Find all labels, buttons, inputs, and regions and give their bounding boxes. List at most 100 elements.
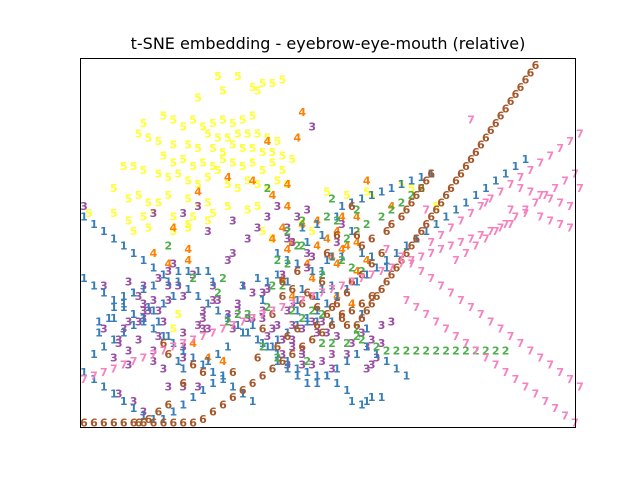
point-digit-5: 5 bbox=[145, 222, 153, 235]
point-digit-1: 1 bbox=[120, 326, 128, 339]
point-digit-2: 2 bbox=[284, 258, 292, 271]
point-digit-6: 6 bbox=[318, 326, 326, 339]
point-digit-6: 6 bbox=[199, 366, 207, 379]
point-digit-6: 6 bbox=[422, 175, 430, 188]
point-digit-6: 6 bbox=[353, 319, 361, 332]
point-digit-1: 1 bbox=[100, 225, 108, 238]
point-digit-3: 3 bbox=[368, 334, 376, 347]
point-digit-6: 6 bbox=[249, 377, 257, 390]
point-digit-6: 6 bbox=[462, 160, 470, 173]
point-digit-5: 5 bbox=[274, 175, 282, 188]
point-digit-7: 7 bbox=[517, 171, 525, 184]
point-digit-2: 2 bbox=[274, 254, 282, 267]
point-digit-1: 1 bbox=[204, 265, 212, 278]
point-digit-2: 2 bbox=[219, 272, 227, 285]
point-digit-1: 1 bbox=[274, 355, 282, 368]
point-digit-2: 2 bbox=[393, 344, 401, 357]
point-digit-5: 5 bbox=[269, 157, 277, 170]
point-digit-1: 1 bbox=[130, 308, 138, 321]
point-digit-7: 7 bbox=[427, 247, 435, 260]
point-digit-5: 5 bbox=[209, 142, 217, 155]
point-digit-6: 6 bbox=[219, 398, 227, 411]
point-digit-5: 5 bbox=[249, 157, 257, 170]
point-digit-5: 5 bbox=[398, 178, 406, 191]
point-digit-1: 1 bbox=[80, 211, 88, 224]
point-digit-3: 3 bbox=[224, 308, 232, 321]
point-digit-3: 3 bbox=[169, 258, 177, 271]
point-digit-6: 6 bbox=[343, 287, 351, 300]
point-digit-4: 4 bbox=[269, 232, 277, 245]
point-digit-3: 3 bbox=[135, 315, 143, 328]
point-digit-4: 4 bbox=[353, 211, 361, 224]
point-digit-3: 3 bbox=[323, 326, 331, 339]
point-digit-1: 1 bbox=[120, 297, 128, 310]
point-digit-1: 1 bbox=[323, 370, 331, 383]
point-digit-4: 4 bbox=[184, 243, 192, 256]
point-digit-1: 1 bbox=[422, 225, 430, 238]
point-digit-7: 7 bbox=[462, 337, 470, 350]
point-digit-6: 6 bbox=[358, 297, 366, 310]
point-digit-6: 6 bbox=[259, 370, 267, 383]
point-digit-3: 3 bbox=[135, 334, 143, 347]
point-digit-1: 1 bbox=[110, 334, 118, 347]
point-digit-1: 1 bbox=[427, 167, 435, 180]
point-digit-7: 7 bbox=[522, 207, 530, 220]
point-digit-3: 3 bbox=[328, 362, 336, 375]
point-digit-3: 3 bbox=[209, 294, 217, 307]
point-digit-3: 3 bbox=[199, 312, 207, 325]
point-digit-6: 6 bbox=[323, 247, 331, 260]
point-digit-7: 7 bbox=[199, 330, 207, 343]
point-digit-1: 1 bbox=[209, 276, 217, 289]
point-digit-3: 3 bbox=[179, 352, 187, 365]
point-digit-5: 5 bbox=[254, 178, 262, 191]
point-digit-1: 1 bbox=[90, 279, 98, 292]
point-digit-3: 3 bbox=[199, 323, 207, 336]
point-digit-5: 5 bbox=[169, 211, 177, 224]
point-digit-2: 2 bbox=[274, 352, 282, 365]
point-digit-1: 1 bbox=[328, 279, 336, 292]
point-digit-1: 1 bbox=[239, 326, 247, 339]
point-digit-6: 6 bbox=[298, 297, 306, 310]
point-digit-3: 3 bbox=[298, 344, 306, 357]
point-digit-3: 3 bbox=[363, 341, 371, 354]
point-digit-7: 7 bbox=[169, 341, 177, 354]
point-digit-1: 1 bbox=[293, 294, 301, 307]
point-digit-4: 4 bbox=[219, 355, 227, 368]
point-digit-6: 6 bbox=[517, 81, 525, 94]
point-digit-6: 6 bbox=[368, 290, 376, 303]
point-digit-4: 4 bbox=[284, 178, 292, 191]
point-digit-1: 1 bbox=[338, 200, 346, 213]
point-digit-1: 1 bbox=[199, 384, 207, 397]
point-digit-6: 6 bbox=[288, 348, 296, 361]
point-digit-1: 1 bbox=[368, 250, 376, 263]
point-digit-3: 3 bbox=[358, 326, 366, 339]
point-digit-1: 1 bbox=[259, 294, 267, 307]
point-digit-3: 3 bbox=[145, 305, 153, 318]
point-digit-1: 1 bbox=[358, 398, 366, 411]
point-digit-3: 3 bbox=[333, 236, 341, 249]
point-digit-5: 5 bbox=[264, 182, 272, 195]
point-digit-4: 4 bbox=[323, 232, 331, 245]
point-digit-5: 5 bbox=[279, 74, 287, 87]
point-digit-1: 1 bbox=[373, 261, 381, 274]
point-digit-1: 1 bbox=[303, 315, 311, 328]
point-digit-5: 5 bbox=[169, 157, 177, 170]
point-digit-3: 3 bbox=[284, 359, 292, 372]
point-digit-7: 7 bbox=[556, 218, 564, 231]
point-digit-5: 5 bbox=[184, 175, 192, 188]
point-digit-3: 3 bbox=[115, 337, 123, 350]
point-digit-3: 3 bbox=[214, 294, 222, 307]
point-digit-7: 7 bbox=[249, 312, 257, 325]
point-digit-2: 2 bbox=[422, 344, 430, 357]
point-digit-1: 1 bbox=[239, 279, 247, 292]
point-digit-2: 2 bbox=[403, 344, 411, 357]
point-digit-7: 7 bbox=[467, 207, 475, 220]
point-digit-4: 4 bbox=[249, 175, 257, 188]
point-digit-1: 1 bbox=[303, 312, 311, 325]
point-digit-7: 7 bbox=[288, 297, 296, 310]
point-digit-5: 5 bbox=[224, 200, 232, 213]
point-digit-3: 3 bbox=[298, 348, 306, 361]
point-digit-3: 3 bbox=[313, 326, 321, 339]
point-digit-3: 3 bbox=[179, 207, 187, 220]
point-digit-1: 1 bbox=[293, 319, 301, 332]
